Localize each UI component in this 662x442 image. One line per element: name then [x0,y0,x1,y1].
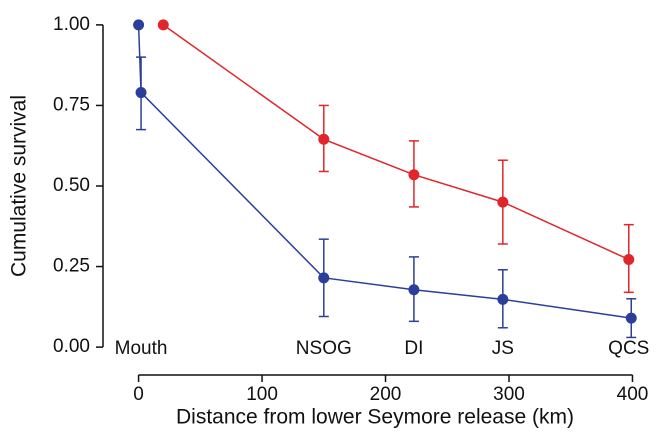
point [157,19,169,31]
x-tick-label: 0 [133,384,144,405]
y-axis-label: Cumulative survival [8,95,31,277]
point [135,87,147,99]
series-line [137,24,632,319]
location-label: Mouth [115,338,168,359]
x-axis-label: Distance from lower Seymore release (km) [176,406,574,429]
x-tick-label: 300 [493,384,525,405]
point [408,169,420,181]
x-tick-label: 100 [246,384,278,405]
y-tick-label: 0.00 [53,336,90,357]
point [497,293,509,305]
y-tick-label: 0.25 [53,256,90,277]
location-label: JS [492,338,514,359]
point [497,196,509,208]
point [623,253,635,265]
y-tick-label: 1.00 [53,14,90,35]
location-label: NSOG [296,338,352,359]
location-label: QCS [608,338,649,359]
x-tick-label: 200 [370,384,402,405]
series-line [162,24,630,261]
point [318,133,330,145]
location-label: DI [404,338,423,359]
y-tick-label: 0.75 [53,94,90,115]
point [625,312,637,324]
point [318,272,330,284]
point [133,19,145,31]
point [408,284,420,296]
x-tick-label: 400 [617,384,649,405]
y-tick-label: 0.50 [53,175,90,196]
